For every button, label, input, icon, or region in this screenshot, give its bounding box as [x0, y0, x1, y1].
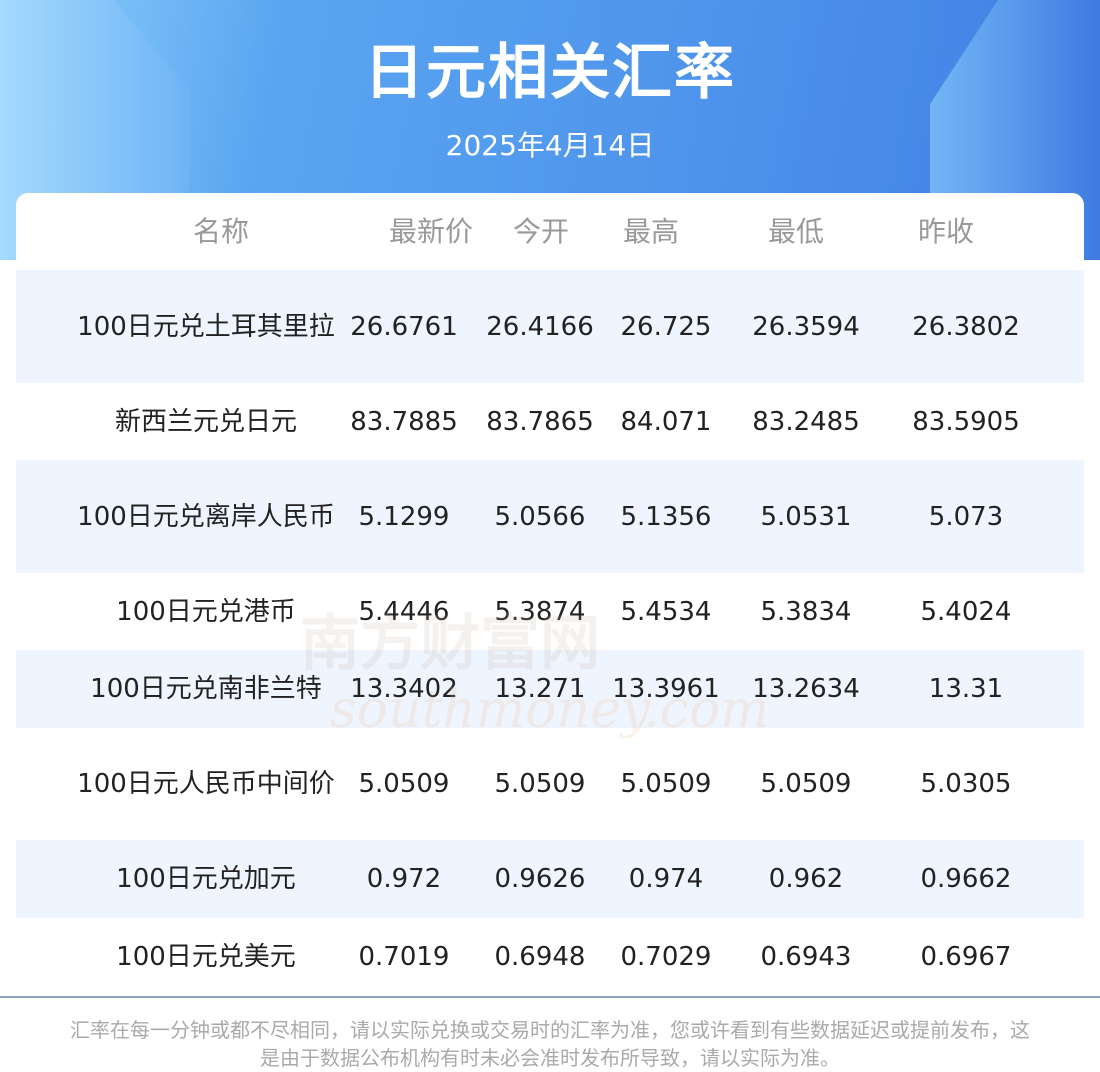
pair-name: 100日元人民币中间价 [77, 769, 335, 799]
page-title: 日元相关汇率 [364, 38, 736, 108]
pair-name: 100日元兑土耳其里拉 [77, 311, 335, 342]
table-row: 100日元兑土耳其里拉 26.6761 26.4166 26.725 26.3594 26… [16, 270, 1084, 383]
column-header: 今开 [512, 214, 569, 248]
pair-name: 100日元兑加元 [116, 864, 296, 894]
rate-value: 0.7029 [620, 941, 712, 972]
table-row: 100日元人民币中间价 5.0509 5.0509 5.0509 5.0509 5.030… [16, 728, 1084, 840]
rate-value: 0.6967 [920, 941, 1012, 972]
rate-value: 5.0509 [760, 769, 852, 799]
rate-value: 13.3402 [350, 674, 458, 704]
pair-name: 100日元兑离岸人民币 [77, 501, 335, 532]
rate-value: 5.0566 [494, 501, 586, 532]
rate-value: 26.4166 [486, 311, 594, 342]
rate-value: 13.31 [928, 674, 1004, 704]
divider [0, 996, 1100, 998]
rate-value: 5.1356 [620, 501, 712, 532]
pair-name: 100日元兑美元 [116, 941, 296, 972]
rates-table: 名称 最新价 今开 最高 最低 昨收 100日元兑土耳其里拉 26.6761 26.4166 2… [16, 193, 1084, 997]
rate-value: 84.071 [620, 406, 712, 437]
table-row: 100日元兑离岸人民币 5.1299 5.0566 5.1356 5.0531 5.073 [16, 460, 1084, 573]
rate-value: 5.0531 [760, 501, 852, 532]
table-row: 新西兰元兑日元 83.7885 83.7865 84.071 83.2485 83.590… [16, 383, 1084, 460]
rate-value: 26.3802 [912, 311, 1020, 342]
pair-name: 100日元兑南非兰特 [90, 674, 322, 704]
rate-value: 5.3834 [760, 596, 852, 627]
table-row: 100日元兑美元 0.7019 0.6948 0.7029 0.6943 0.6967 [16, 918, 1084, 995]
column-header: 昨收 [917, 214, 974, 248]
page-date: 2025年4月14日 [445, 129, 655, 162]
rate-value: 5.073 [928, 501, 1004, 532]
rate-value: 26.3594 [752, 311, 860, 342]
rate-value: 5.4446 [358, 596, 450, 627]
rate-value: 0.9662 [920, 864, 1012, 894]
disclaimer: 汇率在每一分钟或都不尽相同，请以实际兑换或交易时的汇率为准，您或许看到有些数据延… [70, 1018, 1030, 1070]
rate-value: 5.4534 [620, 596, 712, 627]
rate-value: 5.0509 [494, 769, 586, 799]
rate-value: 0.974 [628, 864, 704, 894]
column-header: 最高 [622, 214, 679, 248]
rate-value: 0.9626 [494, 864, 586, 894]
rate-value: 5.1299 [358, 501, 450, 532]
rate-value: 0.6948 [494, 941, 586, 972]
rate-value: 13.3961 [612, 674, 720, 704]
column-header: 最新价 [388, 214, 473, 248]
table-row: 100日元兑南非兰特 13.3402 13.271 13.3961 13.2634 13.… [16, 650, 1084, 728]
rate-value: 0.962 [768, 864, 844, 894]
rate-value: 5.0509 [620, 769, 712, 799]
rate-value: 0.7019 [358, 941, 450, 972]
rate-value: 5.4024 [920, 596, 1012, 627]
rate-value: 83.5905 [912, 406, 1020, 437]
rate-value: 5.3874 [494, 596, 586, 627]
pair-name: 新西兰元兑日元 [114, 406, 297, 437]
pair-name: 100日元兑港币 [116, 596, 296, 627]
rate-value: 26.6761 [350, 311, 458, 342]
column-header: 最低 [767, 214, 824, 248]
rate-value: 83.2485 [752, 406, 860, 437]
rate-value: 13.271 [494, 674, 586, 704]
rate-value: 83.7865 [486, 406, 594, 437]
table-row: 100日元兑加元 0.972 0.9626 0.974 0.962 0.9662 [16, 840, 1084, 918]
rate-value: 13.2634 [752, 674, 860, 704]
rate-value: 83.7885 [350, 406, 458, 437]
rate-value: 26.725 [620, 311, 712, 342]
rate-value: 0.6943 [760, 941, 852, 972]
column-header: 名称 [192, 214, 249, 248]
table-header: 名称 最新价 今开 最高 最低 昨收 [16, 193, 1084, 270]
rate-value: 5.0509 [358, 769, 450, 799]
table-row: 100日元兑港币 5.4446 5.3874 5.4534 5.3834 5.4024 [16, 573, 1084, 650]
rate-value: 5.0305 [920, 769, 1012, 799]
rate-value: 0.972 [366, 864, 442, 894]
